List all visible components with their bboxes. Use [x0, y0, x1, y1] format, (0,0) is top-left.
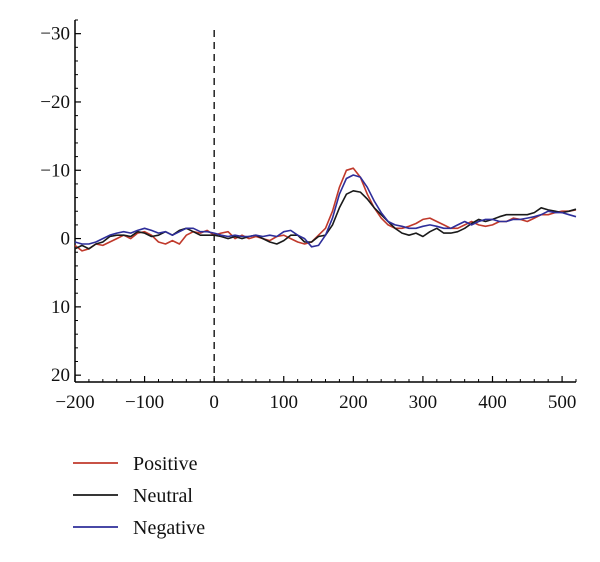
y-tick-label: −30 — [40, 24, 70, 45]
x-tick-label: 100 — [270, 392, 299, 413]
legend-label-negative: Negative — [133, 517, 205, 539]
y-tick-label: −10 — [40, 160, 70, 181]
series-line-positive — [74, 167, 577, 252]
legend-label-neutral: Neutral — [133, 485, 193, 507]
y-tick-label: 20 — [51, 365, 70, 386]
chart-series-lines — [74, 167, 577, 252]
legend-label-positive: Positive — [133, 453, 198, 475]
series-line-negative — [74, 174, 577, 248]
y-tick-label: −20 — [40, 92, 70, 113]
y-tick-label: 10 — [51, 297, 70, 318]
x-tick-label: 300 — [409, 392, 438, 413]
x-tick-label: 500 — [548, 392, 577, 413]
series-line-neutral — [74, 190, 577, 250]
x-tick-label: 0 — [209, 392, 219, 413]
x-tick-label: 200 — [339, 392, 368, 413]
x-tick-label: 400 — [478, 392, 507, 413]
x-tick-label: −200 — [55, 392, 94, 413]
x-tick-label: −100 — [125, 392, 164, 413]
chart-legend: Positive Neutral Negative — [73, 453, 205, 539]
y-tick-label: 0 — [61, 229, 71, 250]
